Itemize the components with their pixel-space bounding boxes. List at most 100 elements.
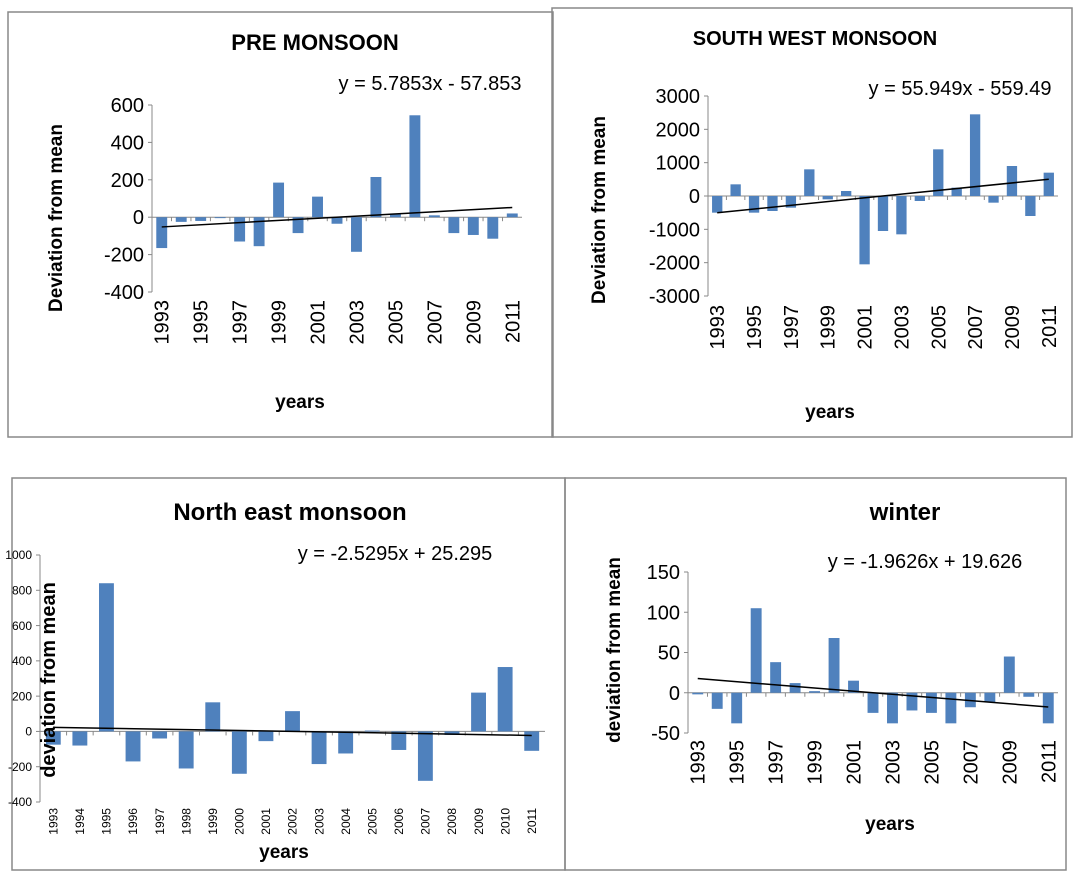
bar [785, 196, 797, 208]
bar [99, 583, 114, 732]
x-tick-label: 2005 [928, 305, 950, 350]
y-tick-label: 0 [689, 186, 700, 208]
panel-border [551, 7, 1073, 438]
bar [258, 731, 274, 742]
bar [205, 702, 221, 732]
bar [45, 731, 61, 745]
bar [311, 731, 327, 765]
bar [391, 731, 407, 750]
chart-panel: winter -50 0 50 100 150 1993 1995 1997 1999 2001 20… [564, 477, 1067, 871]
bar [331, 217, 343, 224]
x-tick-label: 1994 [73, 808, 87, 835]
y-tick-label: 3000 [656, 86, 701, 108]
x-tick-label: 2003 [346, 300, 368, 345]
y-axis-title: Deviation from mean [589, 116, 610, 304]
bar [312, 196, 323, 218]
bar [448, 217, 460, 234]
y-tick-label: -1000 [649, 219, 700, 241]
trendline-equation: y = 55.949x - 559.49 [869, 78, 1052, 100]
bar [156, 217, 168, 249]
y-tick-label: 400 [12, 654, 32, 668]
y-axis-title: deviation from mean [38, 582, 60, 778]
bar [925, 692, 937, 713]
x-tick-label: 1995 [727, 740, 749, 785]
x-tick-label: 2009 [463, 300, 485, 345]
x-tick-label: 1997 [230, 300, 252, 345]
bar [1006, 166, 1018, 196]
x-tick-label: 2007 [419, 808, 433, 835]
y-tick-label: 0 [669, 683, 680, 705]
bar [1023, 692, 1035, 697]
bar [988, 196, 999, 203]
bar [933, 149, 944, 196]
x-tick-label: 2009 [472, 808, 486, 835]
bar [72, 731, 88, 746]
bar [178, 731, 194, 769]
bar [487, 217, 499, 239]
x-axis-title: years [259, 842, 309, 863]
x-tick-label: 2011 [1038, 740, 1060, 783]
x-tick-label: 2007 [424, 300, 446, 345]
x-tick-label: 2009 [999, 740, 1021, 785]
x-tick-label: 2001 [259, 808, 273, 835]
bar [389, 213, 401, 218]
x-tick-label: 2006 [392, 808, 406, 835]
x-tick-label: 2010 [498, 808, 512, 835]
x-tick-label: 2001 [308, 300, 330, 345]
chart-title: SOUTH WEST MONSOON [693, 28, 937, 50]
y-tick-label: 200 [111, 170, 144, 192]
bar [497, 667, 513, 732]
x-axis-title: years [275, 392, 325, 413]
bar [125, 731, 141, 762]
bar [1042, 692, 1054, 724]
x-tick-label: 2008 [445, 808, 459, 835]
x-tick-label: 2005 [921, 740, 943, 785]
y-tick-label: -200 [104, 245, 144, 267]
x-tick-label: 2003 [312, 808, 326, 835]
x-tick-label: 1993 [688, 740, 710, 785]
bar [524, 731, 540, 751]
x-tick-label: 2011 [525, 808, 539, 834]
chart-panel: PRE MONSOON -400 -200 0 200 400 600 1993 1995 199… [7, 11, 554, 438]
x-tick-label: 1999 [269, 300, 291, 345]
trendline [161, 206, 513, 228]
x-tick-label: 1999 [818, 305, 840, 350]
x-tick-label: 1998 [179, 808, 193, 835]
bar [809, 691, 821, 693]
y-tick-label: 600 [111, 95, 144, 117]
bar [195, 217, 207, 221]
bar [467, 217, 479, 235]
y-axis-title: Deviation from mean [46, 124, 67, 312]
bar [444, 731, 460, 735]
x-tick-label: 1993 [46, 808, 60, 835]
bar [945, 692, 957, 724]
x-tick-label: 2011 [1039, 305, 1061, 348]
y-tick-label: 50 [658, 643, 680, 665]
x-tick-label: 1999 [805, 740, 827, 785]
chart-title: winter [869, 499, 941, 526]
x-tick-label: 2000 [233, 808, 247, 835]
x-axis-title: years [865, 814, 915, 835]
bar [351, 217, 362, 252]
y-tick-label: 1000 [5, 548, 32, 562]
panel-border [564, 477, 1067, 871]
chart-panel: SOUTH WEST MONSOON -3000 -2000 -1000 0 1000 20… [551, 7, 1073, 438]
bar [214, 217, 226, 219]
chart-panel: North east monsoon -400 -200 0 200 400 600 800 1… [5, 477, 566, 871]
bar [828, 638, 840, 693]
trendline [717, 178, 1049, 214]
bar [409, 115, 421, 218]
y-tick-label: 200 [12, 689, 32, 703]
bar [712, 196, 723, 213]
bar [730, 184, 741, 196]
y-tick-label: 2000 [656, 119, 701, 141]
bar [848, 680, 859, 693]
bar [471, 692, 486, 732]
y-tick-label: 1000 [656, 153, 701, 175]
bar [804, 169, 815, 196]
bar [770, 662, 782, 693]
y-tick-label: 800 [12, 583, 32, 597]
x-tick-label: 2007 [960, 740, 982, 785]
bar [364, 730, 380, 732]
